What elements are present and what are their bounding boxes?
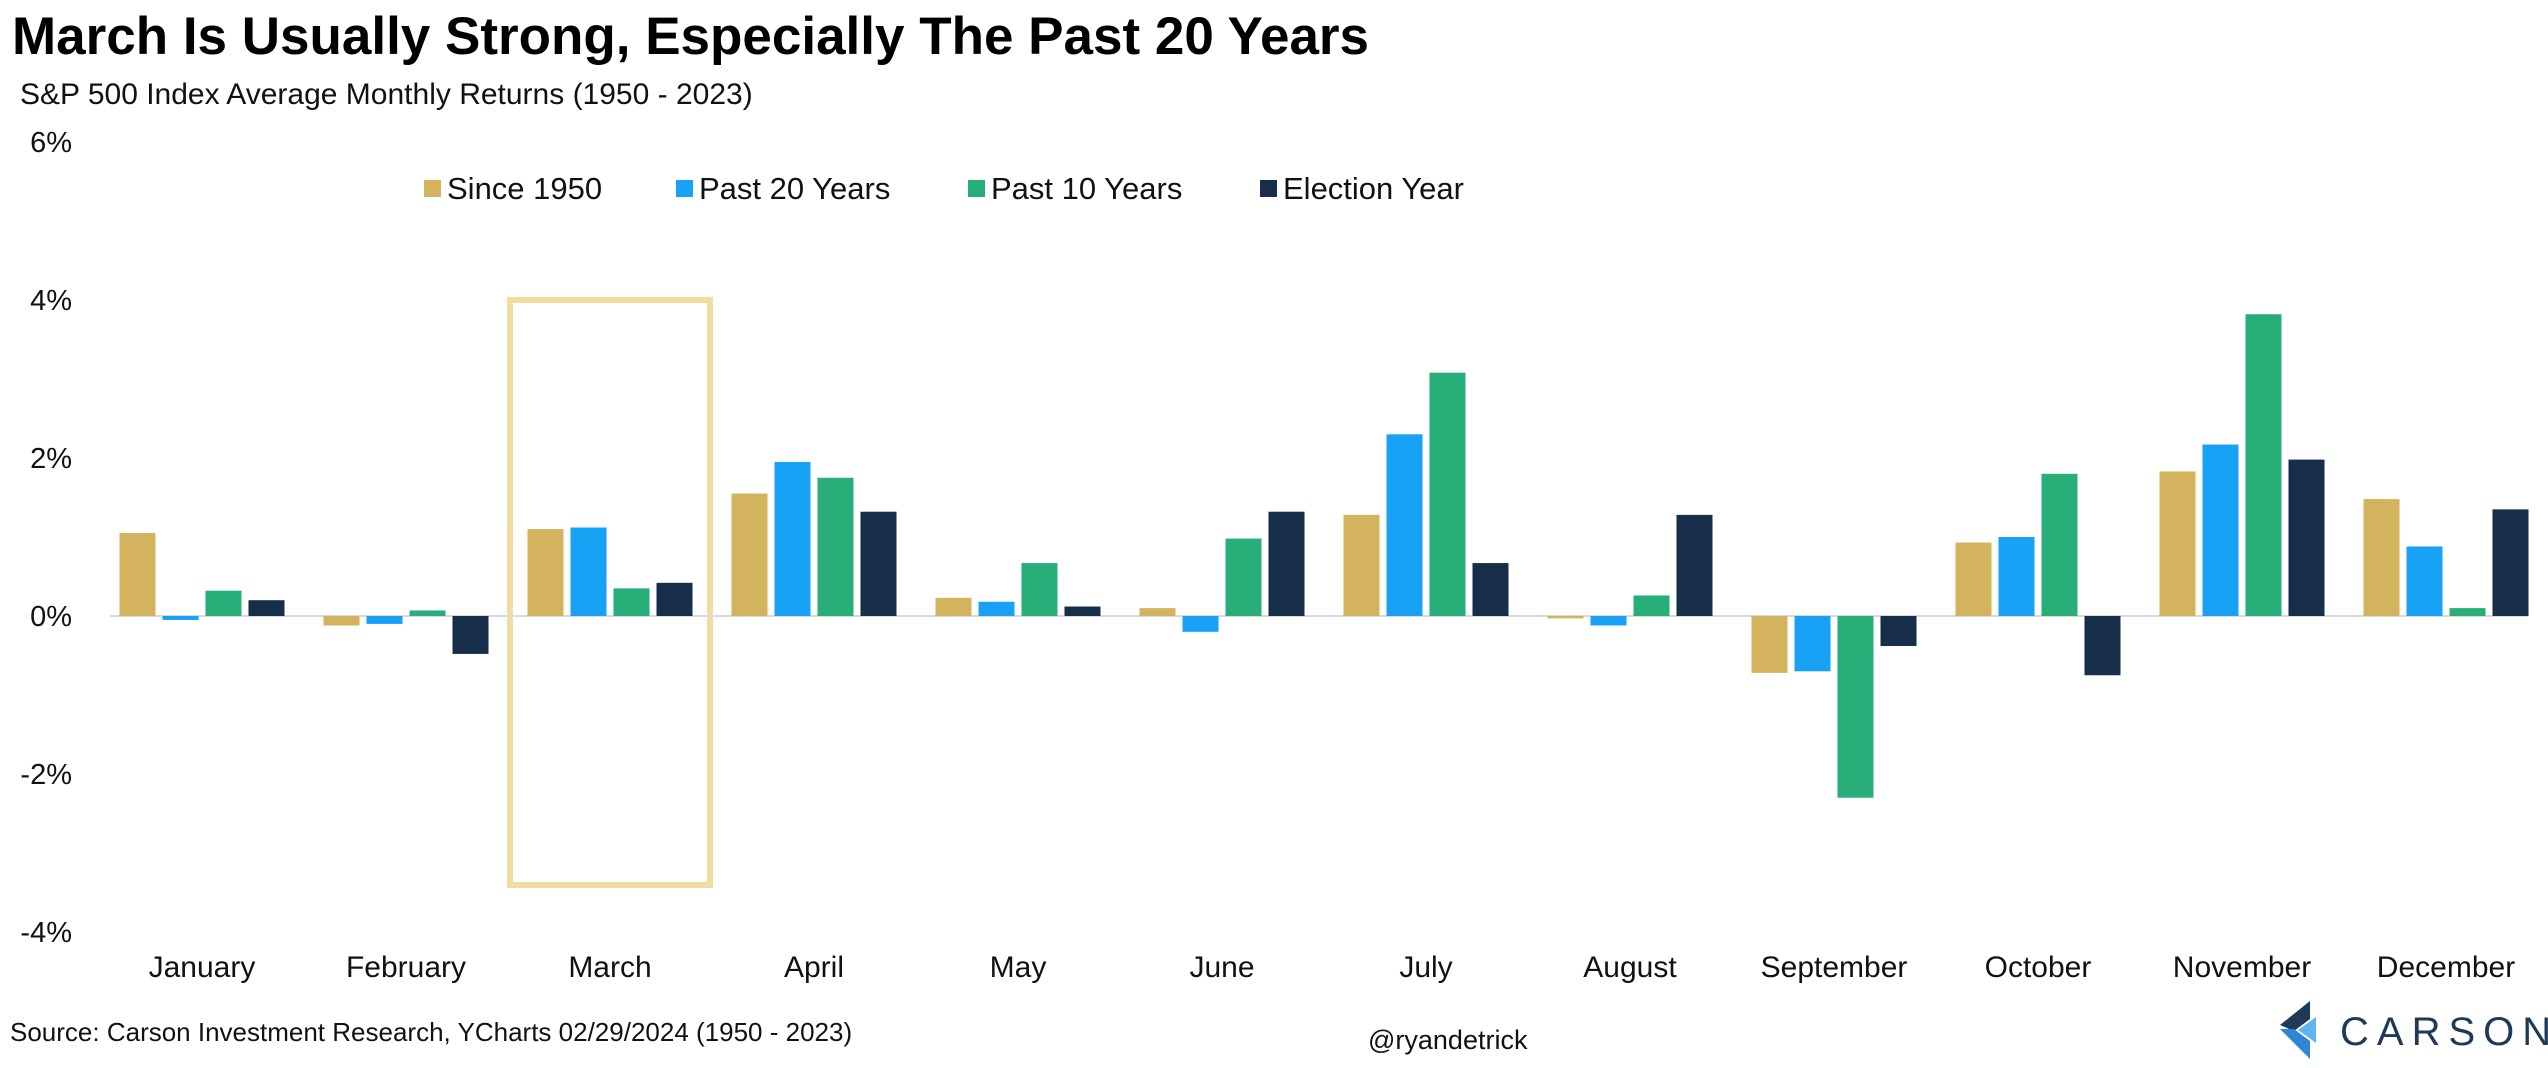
bar-august-since-1950 (1547, 616, 1584, 619)
bar-september-past-20-years (1794, 616, 1831, 672)
bar-january-election-year (248, 600, 285, 616)
bar-september-since-1950 (1751, 616, 1788, 673)
bar-may-since-1950 (935, 597, 972, 616)
x-tick-label: January (149, 951, 256, 984)
bar-april-since-1950 (731, 493, 768, 616)
bar-april-election-year (860, 511, 897, 616)
bar-october-election-year (2084, 616, 2121, 676)
bar-september-past-10-years (1837, 616, 1874, 798)
bar-april-past-10-years (817, 477, 854, 616)
bar-march-past-20-years (570, 527, 607, 616)
bar-october-since-1950 (1955, 542, 1992, 616)
legend-label: Since 1950 (447, 171, 602, 206)
author-handle: @ryandetrick (1368, 1025, 1528, 1055)
bar-june-past-20-years (1182, 616, 1219, 632)
logo-mark-top (2280, 1001, 2310, 1031)
y-tick-label: 6% (30, 127, 72, 159)
bar-february-since-1950 (323, 616, 360, 626)
x-tick-label: July (1399, 951, 1452, 984)
bar-january-past-20-years (162, 616, 199, 620)
bar-august-past-10-years (1633, 595, 1670, 616)
bar-march-past-10-years (613, 588, 650, 616)
bar-february-past-10-years (409, 610, 446, 616)
bar-november-election-year (2288, 459, 2325, 616)
bar-october-past-10-years (2041, 473, 2078, 616)
bar-july-since-1950 (1343, 514, 1380, 616)
y-tick-label: -4% (20, 917, 72, 949)
legend-label: Past 20 Years (699, 171, 890, 206)
bar-january-past-10-years (205, 590, 242, 616)
bar-february-past-20-years (366, 616, 403, 624)
chart-title: March Is Usually Strong, Especially The … (12, 7, 1370, 66)
bar-february-election-year (452, 616, 489, 654)
carson-wordmark: CARSON (2340, 1010, 2548, 1054)
x-tick-label: November (2173, 951, 2311, 984)
bar-september-election-year (1880, 616, 1917, 647)
x-tick-label: February (346, 951, 466, 984)
bar-july-election-year (1472, 563, 1509, 616)
bar-june-since-1950 (1139, 608, 1176, 616)
x-tick-label: August (1583, 951, 1677, 984)
x-tick-label: June (1189, 951, 1254, 984)
bar-december-past-20-years (2406, 546, 2443, 616)
bar-december-past-10-years (2449, 608, 2486, 616)
bar-may-past-20-years (978, 601, 1015, 616)
bar-november-past-10-years (2245, 314, 2282, 616)
legend-swatch (676, 180, 693, 197)
bar-december-election-year (2492, 509, 2529, 616)
x-tick-label: December (2377, 951, 2515, 984)
y-tick-label: 4% (30, 285, 72, 317)
x-tick-label: September (1761, 951, 1908, 984)
legend-label: Election Year (1283, 171, 1464, 206)
bar-april-past-20-years (774, 461, 811, 616)
legend-swatch (424, 180, 441, 197)
legend-swatch (1260, 180, 1277, 197)
x-tick-label: April (784, 951, 844, 984)
x-tick-label: May (990, 951, 1047, 984)
source-note: Source: Carson Investment Research, YCha… (10, 1017, 853, 1047)
bar-may-election-year (1064, 606, 1101, 616)
bar-june-past-10-years (1225, 538, 1262, 616)
logo-mark-center (2298, 1017, 2316, 1043)
chart-subtitle: S&P 500 Index Average Monthly Returns (1… (20, 78, 753, 111)
bar-july-past-10-years (1429, 372, 1466, 616)
bar-may-past-10-years (1021, 563, 1058, 616)
bar-december-since-1950 (2363, 499, 2400, 616)
y-tick-label: 0% (30, 601, 72, 633)
carson-logo (2280, 1001, 2316, 1059)
legend-swatch (968, 180, 985, 197)
bar-november-since-1950 (2159, 471, 2196, 616)
bar-march-election-year (656, 582, 693, 616)
bar-august-past-20-years (1590, 616, 1627, 626)
bar-november-past-20-years (2202, 444, 2239, 616)
legend-label: Past 10 Years (991, 171, 1182, 206)
march-highlight-box (507, 297, 713, 888)
x-tick-label: October (1985, 951, 2092, 984)
x-tick-label: March (568, 951, 651, 984)
bar-march-since-1950 (527, 529, 564, 616)
y-tick-label: 2% (30, 443, 72, 475)
bar-august-election-year (1676, 514, 1713, 616)
y-tick-label: -2% (20, 759, 72, 791)
bar-january-since-1950 (119, 533, 156, 616)
bar-june-election-year (1268, 511, 1305, 616)
logo-mark-bottom (2280, 1029, 2310, 1059)
bar-october-past-20-years (1998, 537, 2035, 616)
bar-july-past-20-years (1386, 434, 1423, 616)
